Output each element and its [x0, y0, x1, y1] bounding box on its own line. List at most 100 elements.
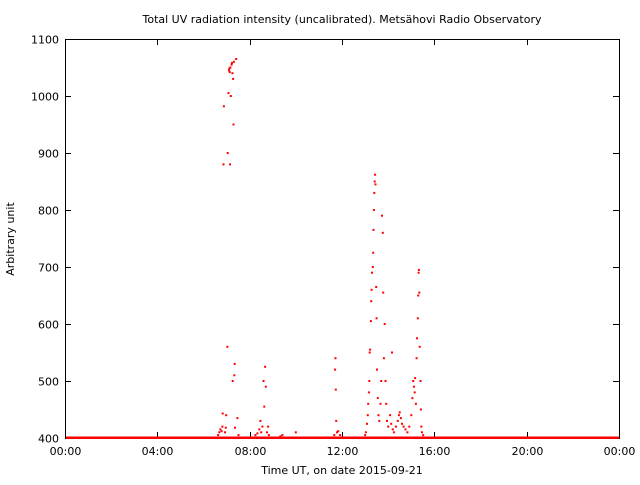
data-point	[364, 431, 367, 434]
data-point	[367, 391, 370, 394]
data-point	[226, 152, 229, 154]
data-point	[370, 300, 373, 303]
data-point	[339, 434, 342, 437]
y-tick-label: 700	[38, 262, 59, 275]
data-point	[222, 105, 225, 108]
data-point	[226, 345, 229, 348]
data-point	[398, 411, 401, 414]
data-point	[254, 434, 257, 437]
data-point	[229, 66, 232, 69]
data-point	[336, 431, 338, 434]
y-tick-label: 1100	[31, 34, 59, 47]
x-tick-label: 00:00	[604, 445, 636, 458]
data-point	[399, 417, 402, 420]
data-point	[404, 428, 407, 431]
data-point	[366, 414, 369, 417]
y-tick-label: 800	[38, 205, 59, 218]
data-point	[418, 345, 421, 348]
data-point	[375, 317, 378, 320]
data-point	[377, 414, 380, 417]
data-point	[233, 374, 236, 377]
data-point	[387, 425, 390, 428]
data-point	[266, 431, 268, 434]
data-point	[381, 214, 383, 217]
data-point	[334, 388, 337, 391]
data-point	[232, 60, 235, 63]
data-point	[386, 419, 388, 422]
x-tick-label: 00:00	[50, 445, 82, 458]
data-point	[383, 323, 386, 325]
data-point	[237, 434, 240, 437]
data-point	[220, 430, 223, 433]
data-point	[401, 422, 403, 425]
data-point	[380, 380, 383, 382]
data-point	[422, 434, 425, 437]
data-point	[258, 428, 261, 431]
data-point	[417, 268, 420, 271]
data-point	[378, 419, 381, 422]
data-point	[225, 414, 228, 417]
data-point	[394, 425, 397, 428]
data-point	[390, 422, 393, 425]
data-point	[228, 67, 231, 70]
data-point	[224, 431, 226, 434]
data-point	[267, 434, 270, 437]
data-point	[232, 77, 235, 80]
y-tick-label: 500	[38, 376, 59, 389]
data-point	[371, 266, 374, 268]
data-point	[227, 69, 230, 72]
data-point	[368, 351, 371, 354]
data-point	[294, 431, 297, 434]
data-point	[408, 425, 411, 428]
data-point	[262, 380, 265, 382]
data-point	[368, 380, 371, 382]
data-point	[259, 419, 262, 422]
data-point	[397, 414, 400, 417]
y-axis-ticks: 400 500 600 700 800 900 1000 1100	[31, 34, 619, 446]
data-point	[264, 365, 267, 368]
data-point	[370, 288, 373, 291]
data-point	[334, 357, 337, 360]
data-point	[415, 357, 418, 360]
data-point	[411, 397, 414, 400]
data-point	[421, 431, 423, 434]
chart-title: Total UV radiation intensity (uncalibrat…	[142, 13, 542, 26]
y-tick-label: 900	[38, 148, 59, 161]
data-point	[267, 425, 270, 428]
data-point	[372, 228, 375, 231]
data-series-points	[66, 58, 619, 439]
data-point	[391, 428, 394, 431]
data-point	[417, 271, 420, 274]
data-point	[227, 92, 230, 95]
data-point	[373, 191, 376, 194]
data-point	[417, 294, 420, 297]
data-point	[382, 357, 385, 360]
data-point	[410, 414, 413, 417]
plot-frame	[65, 39, 620, 439]
data-point	[376, 368, 378, 371]
data-point	[279, 435, 282, 438]
data-point	[381, 231, 384, 234]
data-point	[229, 95, 232, 97]
data-point	[385, 402, 388, 405]
data-point	[369, 320, 372, 323]
data-point	[221, 425, 224, 428]
data-point	[224, 426, 227, 429]
data-point	[402, 425, 405, 428]
data-point	[373, 180, 376, 183]
data-point	[372, 209, 375, 211]
data-point	[281, 434, 284, 437]
data-point	[228, 71, 231, 74]
data-point	[235, 58, 238, 60]
baseline-band	[66, 436, 619, 439]
data-point	[413, 391, 416, 394]
data-point	[374, 183, 377, 186]
data-point	[414, 377, 417, 380]
data-point	[236, 417, 239, 420]
data-point	[376, 397, 379, 400]
data-point	[396, 419, 399, 422]
data-point	[372, 251, 375, 254]
x-tick-label: 04:00	[142, 445, 174, 458]
